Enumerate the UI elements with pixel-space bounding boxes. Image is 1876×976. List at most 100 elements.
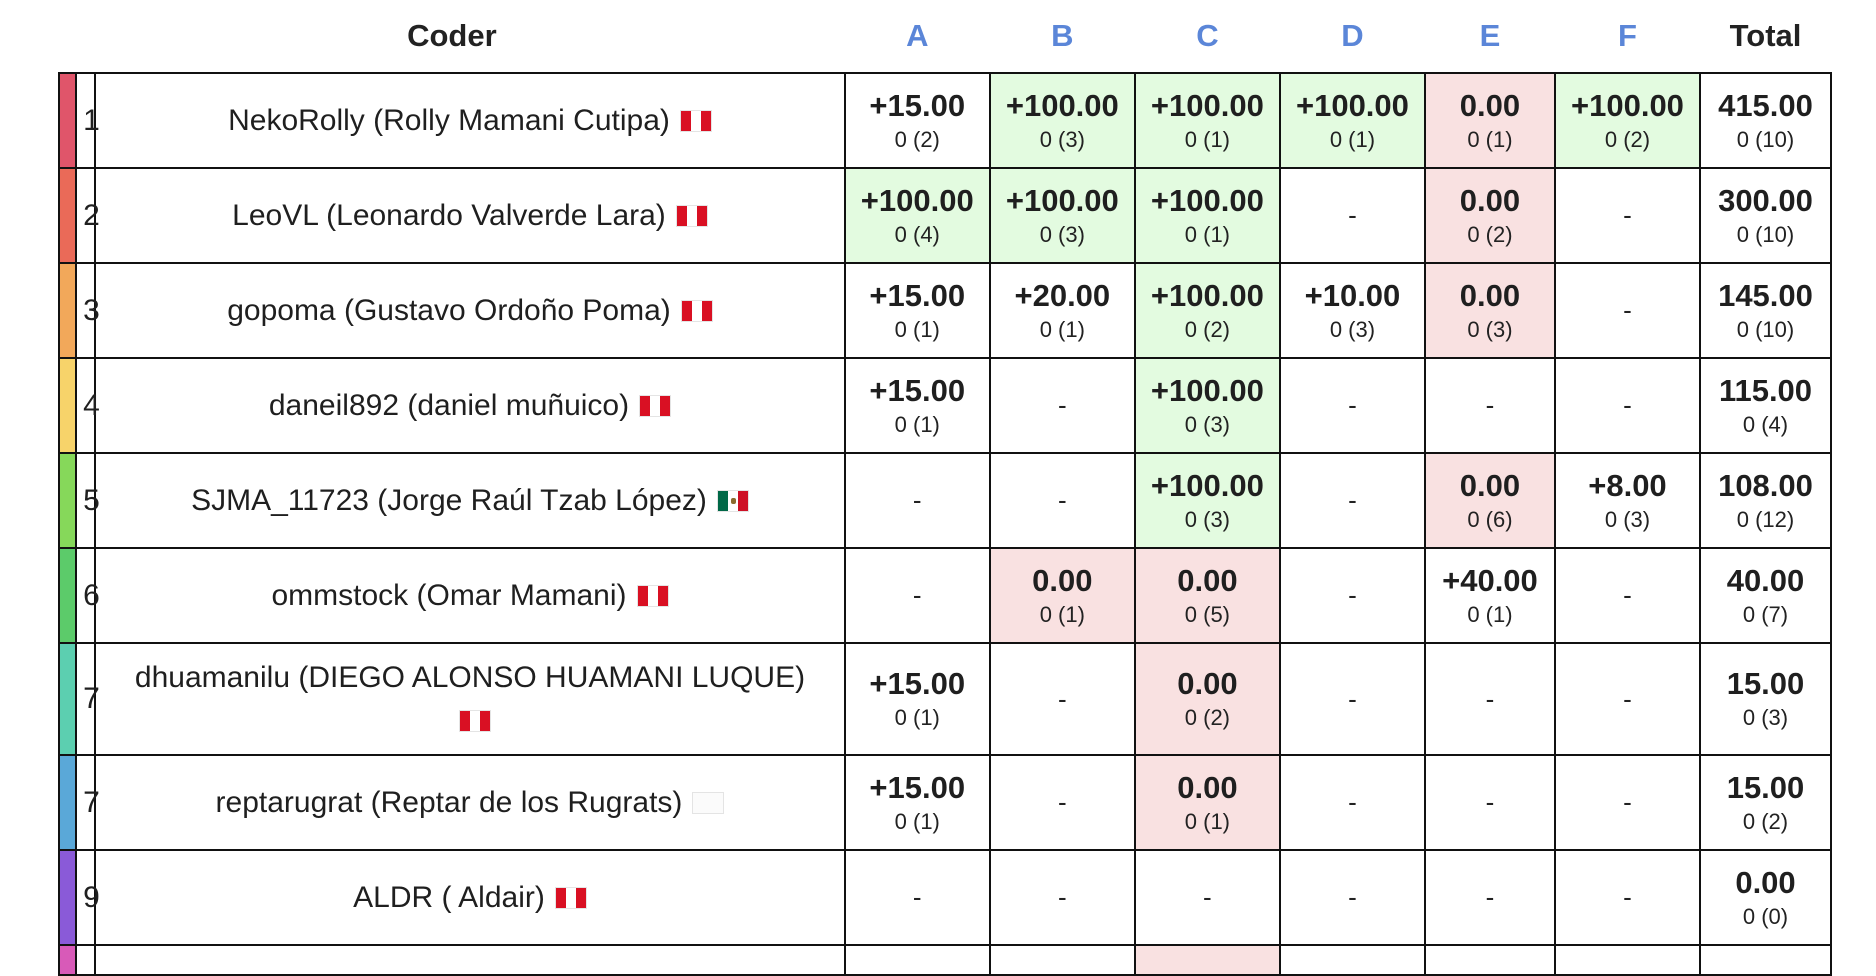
problem-c-cell[interactable]: 0.00 0 (2) (1133, 642, 1281, 756)
problem-a-cell[interactable]: +15.00 0 (1) (843, 357, 991, 454)
coder-name-link[interactable]: reptarugrat (Reptar de los Rugrats) (215, 786, 683, 819)
problem-a-cell[interactable]: - (843, 452, 991, 549)
problem-score: +100.00 (1571, 87, 1684, 123)
total-cell: 15.00 0 (2) (1699, 754, 1832, 851)
problem-b-cell[interactable]: - (988, 357, 1136, 454)
problem-score: 0.00 (1177, 769, 1238, 805)
problem-d-cell[interactable]: - (1278, 452, 1426, 549)
header-row: Coder A B C D E F Total (59, 0, 1831, 73)
problem-f-cell[interactable]: - (1553, 642, 1702, 756)
coder-name-link[interactable]: SJMA_11723 (Jorge Raúl Tzab López) (191, 484, 707, 517)
coder-name-link[interactable]: LeoVL (Leonardo Valverde Lara) (232, 199, 666, 232)
no-attempt-dash: - (912, 580, 922, 610)
no-attempt-dash: - (1623, 580, 1632, 610)
problem-c-cell[interactable]: +100.00 0 (1) (1133, 72, 1281, 169)
partial-row-cell (1553, 944, 1702, 976)
problem-f-cell[interactable]: - (1553, 357, 1702, 454)
partial-row-cell (843, 944, 991, 976)
partial-row-cell (988, 944, 1136, 976)
problem-header-a[interactable]: A (906, 18, 929, 53)
country-flag-icon (680, 300, 713, 322)
problem-e-cell[interactable]: 0.00 0 (3) (1423, 262, 1556, 359)
problem-d-cell[interactable]: +10.00 0 (3) (1278, 262, 1426, 359)
problem-b-cell[interactable]: +100.00 0 (3) (988, 72, 1136, 169)
total-score: 415.00 (1718, 87, 1813, 123)
problem-e-cell[interactable]: 0.00 0 (1) (1423, 72, 1556, 169)
problem-a-cell[interactable]: +15.00 0 (1) (843, 262, 991, 359)
problem-b-cell[interactable]: +100.00 0 (3) (988, 167, 1136, 264)
rank-color-bar (57, 72, 78, 169)
problem-e-cell[interactable]: - (1423, 849, 1556, 946)
no-attempt-dash: - (1485, 882, 1495, 912)
problem-score: +15.00 (869, 666, 966, 701)
problem-a-cell[interactable]: +15.00 0 (1) (843, 642, 991, 756)
problem-e-cell[interactable]: - (1423, 642, 1556, 756)
coder-name-link[interactable]: ommstock (Omar Mamani) (271, 579, 627, 612)
total-attempts: 0 (4) (1742, 411, 1789, 437)
problem-e-cell[interactable]: 0.00 0 (2) (1423, 167, 1556, 264)
problem-d-cell[interactable]: - (1278, 849, 1426, 946)
problem-header-c[interactable]: C (1196, 18, 1219, 53)
problem-b-cell[interactable]: - (988, 452, 1136, 549)
attempts-count: 0 (4) (894, 221, 940, 247)
problem-f-cell[interactable]: - (1553, 167, 1702, 264)
problem-f-cell[interactable]: +100.00 0 (2) (1553, 72, 1702, 169)
problem-f-cell[interactable]: - (1553, 547, 1702, 644)
problem-e-cell[interactable]: +40.00 0 (1) (1423, 547, 1556, 644)
problem-b-cell[interactable]: 0.00 0 (1) (988, 547, 1136, 644)
problem-c-cell[interactable]: +100.00 0 (3) (1133, 357, 1281, 454)
coder-name-link[interactable]: dhuamanilu (DIEGO ALONSO HUAMANI LUQUE) (134, 661, 806, 694)
problem-header-e[interactable]: E (1479, 18, 1501, 53)
attempts-count: 0 (6) (1467, 506, 1513, 532)
problem-header-d[interactable]: D (1341, 18, 1364, 53)
total-attempts: 0 (2) (1742, 808, 1789, 834)
problem-f-cell[interactable]: +8.00 0 (3) (1553, 452, 1702, 549)
total-cell: 40.00 0 (7) (1699, 547, 1832, 644)
problem-d-cell[interactable]: - (1278, 357, 1426, 454)
problem-c-cell[interactable]: 0.00 0 (1) (1133, 754, 1281, 851)
problem-f-cell[interactable]: - (1553, 262, 1702, 359)
coder-name-link[interactable]: NekoRolly (Rolly Mamani Cutipa) (228, 104, 670, 137)
problem-b-cell[interactable]: - (988, 642, 1136, 756)
problem-c-cell[interactable]: +100.00 0 (2) (1133, 262, 1281, 359)
attempts-count: 0 (2) (1184, 316, 1231, 342)
attempts-count: 0 (1) (1184, 221, 1231, 247)
total-attempts: 0 (7) (1742, 601, 1789, 627)
attempts-count: 0 (3) (1604, 506, 1651, 532)
problem-b-cell[interactable]: - (988, 849, 1136, 946)
coder-name-link[interactable]: gopoma (Gustavo Ordoño Poma) (227, 294, 671, 327)
problem-header-f[interactable]: F (1618, 18, 1637, 53)
problem-e-cell[interactable]: - (1423, 754, 1556, 851)
problem-d-cell[interactable]: - (1278, 547, 1426, 644)
problem-d-cell[interactable]: - (1278, 642, 1426, 756)
problem-b-cell[interactable]: - (988, 754, 1136, 851)
attempts-count: 0 (3) (1184, 411, 1231, 437)
no-attempt-dash: - (1623, 787, 1632, 817)
problem-score: +100.00 (1150, 87, 1264, 123)
problem-a-cell[interactable]: - (843, 547, 991, 644)
attempts-count: 0 (1) (1184, 808, 1231, 834)
problem-b-cell[interactable]: +20.00 0 (1) (988, 262, 1136, 359)
coder-name-link[interactable]: ALDR ( Aldair) (353, 881, 545, 914)
problem-d-cell[interactable]: - (1278, 754, 1426, 851)
problem-c-cell[interactable]: +100.00 0 (3) (1133, 452, 1281, 549)
coder-name-link[interactable]: daneil892 (daniel muñuico) (268, 389, 630, 422)
problem-d-cell[interactable]: +100.00 0 (1) (1278, 72, 1426, 169)
problem-a-cell[interactable]: +15.00 0 (2) (843, 72, 991, 169)
problem-d-cell[interactable]: - (1278, 167, 1426, 264)
problem-header-b[interactable]: B (1051, 18, 1074, 53)
problem-f-cell[interactable]: - (1553, 754, 1702, 851)
problem-e-cell[interactable]: - (1423, 357, 1556, 454)
problem-a-cell[interactable]: - (843, 849, 991, 946)
problem-a-cell[interactable]: +100.00 0 (4) (843, 167, 991, 264)
problem-c-cell[interactable]: - (1133, 849, 1281, 946)
problem-c-cell[interactable]: 0.00 0 (5) (1133, 547, 1281, 644)
no-attempt-dash: - (912, 882, 922, 912)
total-score: 0.00 (1735, 864, 1796, 900)
problem-a-cell[interactable]: +15.00 0 (1) (843, 754, 991, 851)
standings-board: Coder A B C D E F Total 1 NekoRolly (Roll… (57, 0, 1832, 976)
problem-c-cell[interactable]: +100.00 0 (1) (1133, 167, 1281, 264)
problem-e-cell[interactable]: 0.00 0 (6) (1423, 452, 1556, 549)
problem-f-cell[interactable]: - (1553, 849, 1702, 946)
table-row: 6 ommstock (Omar Mamani) - 0.00 0 (1) 0.00 0 (… (57, 547, 1832, 644)
